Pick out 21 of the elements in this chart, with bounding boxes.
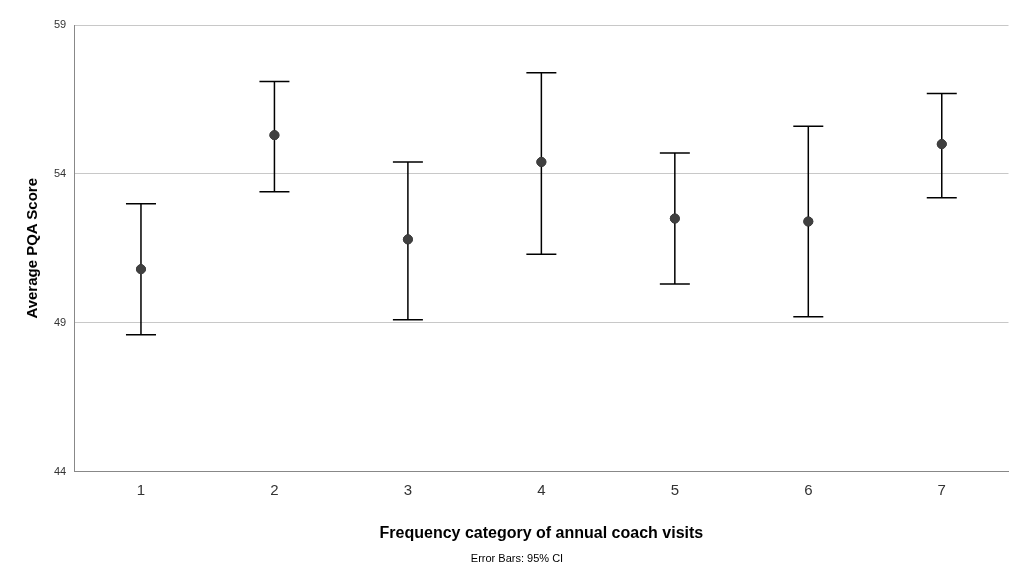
x-tick-label: 5 <box>670 480 680 498</box>
point <box>269 130 280 141</box>
point <box>536 156 547 167</box>
x-tick-label: 6 <box>804 480 813 498</box>
point <box>936 139 947 150</box>
x-tick-label: 7 <box>937 480 946 498</box>
x-axis-title: Frequency category of annual coach visits <box>379 523 704 541</box>
y-tick-label: 54 <box>53 166 67 179</box>
y-tick-label: 59 <box>53 18 67 31</box>
point <box>803 216 814 227</box>
y-tick-label: 44 <box>53 464 67 477</box>
point <box>402 234 413 245</box>
x-tick-label: 4 <box>537 480 546 498</box>
x-tick-label: 2 <box>270 480 279 498</box>
x-tick-label: 1 <box>136 480 146 498</box>
y-axis-title: Average PQA Score <box>23 177 41 319</box>
x-tick-label: 3 <box>403 480 413 498</box>
text: Error Bars: 95% CI <box>470 552 564 565</box>
y-tick-label: 49 <box>53 315 67 328</box>
point <box>135 264 146 275</box>
point <box>669 213 680 224</box>
